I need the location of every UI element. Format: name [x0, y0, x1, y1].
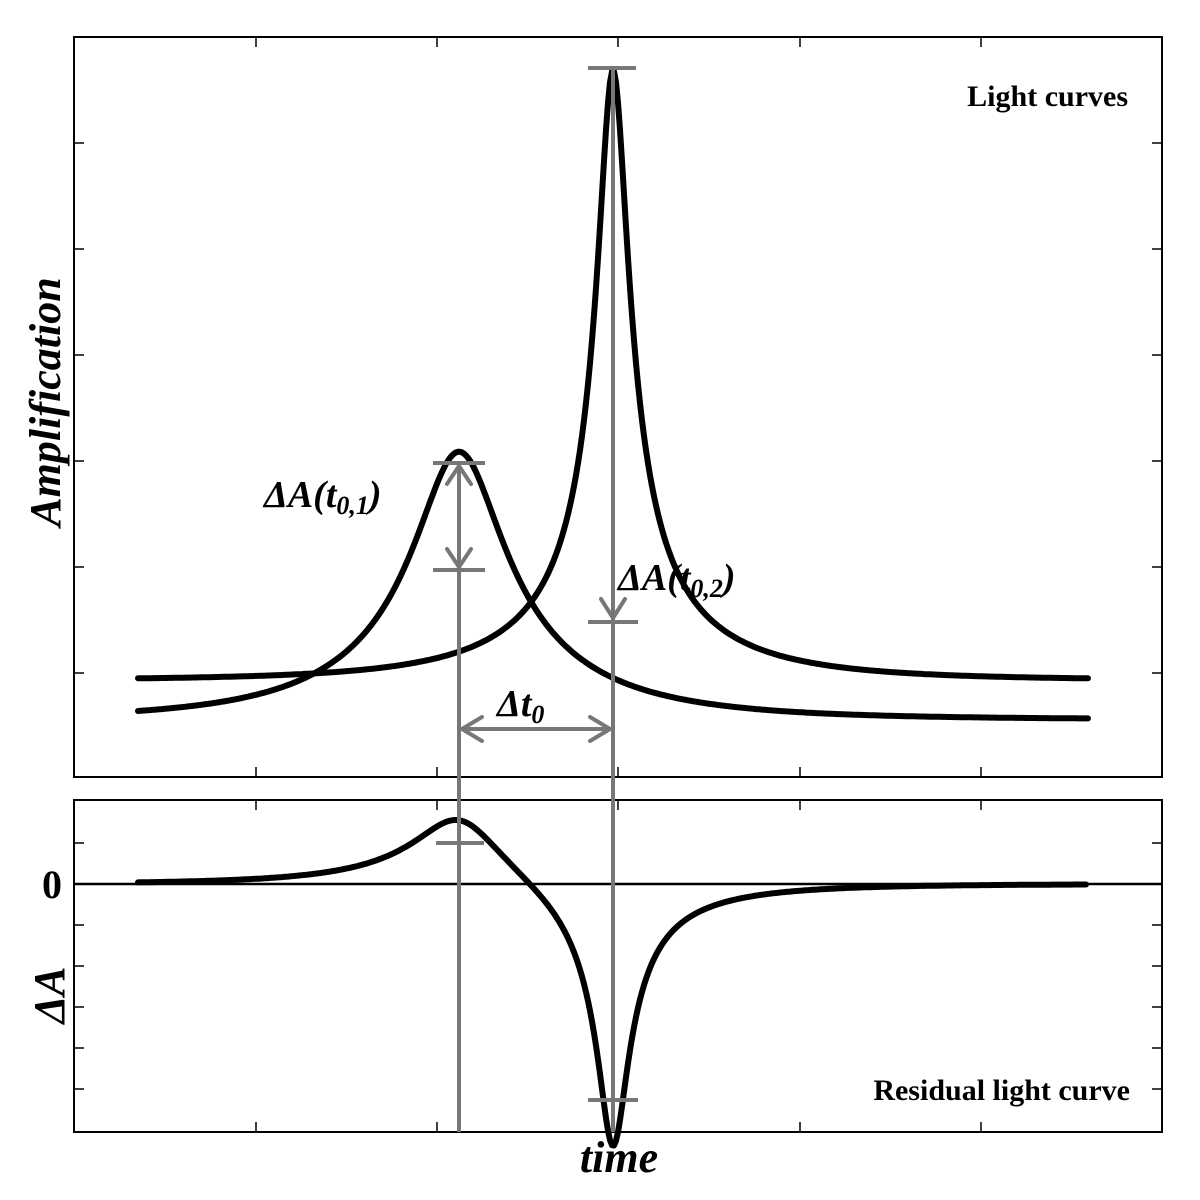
- arrowhead-dA1-up: [445, 464, 473, 486]
- annotation-dt0: Δt0: [495, 683, 544, 729]
- annotation-dt0-main: Δt: [495, 683, 533, 725]
- annotation-dA1-main: ΔA(t: [262, 474, 338, 516]
- arrowhead-dA1-down: [445, 547, 473, 569]
- x-axis-label: time: [580, 1133, 658, 1182]
- annotation-dt0-sub: 0: [531, 700, 544, 729]
- annotation-dA1-sub: 0,1: [336, 491, 369, 520]
- annotation-dA1: ΔA(t0,1): [262, 474, 382, 520]
- top-panel-title: Light curves: [967, 80, 1128, 113]
- y-axis-label-top: Amplification: [21, 277, 70, 529]
- arrowhead-dA2-down: [599, 597, 627, 620]
- top-panel-ticks: [74, 37, 1162, 777]
- annotation-dA1-close: ): [366, 474, 382, 516]
- annotation-dA2: ΔA(t0,2): [616, 557, 736, 603]
- zero-tick-label: 0: [42, 862, 62, 907]
- annotation-dA2-sub: 0,2: [690, 574, 723, 603]
- y-axis-label-bottom: ΔA: [25, 967, 74, 1026]
- bottom-panel-title: Residual light curve: [873, 1074, 1130, 1107]
- residual-curve: [135, 817, 1089, 1149]
- bottom-panel-ticks: [74, 800, 1162, 1132]
- arrowhead-dt0-left: [460, 715, 484, 743]
- arrowhead-dt0-right: [588, 715, 612, 743]
- annotation-dA2-main: ΔA(t: [616, 557, 692, 599]
- top-panel-frame: [73, 36, 1163, 778]
- annotation-dA2-close: ): [720, 557, 736, 599]
